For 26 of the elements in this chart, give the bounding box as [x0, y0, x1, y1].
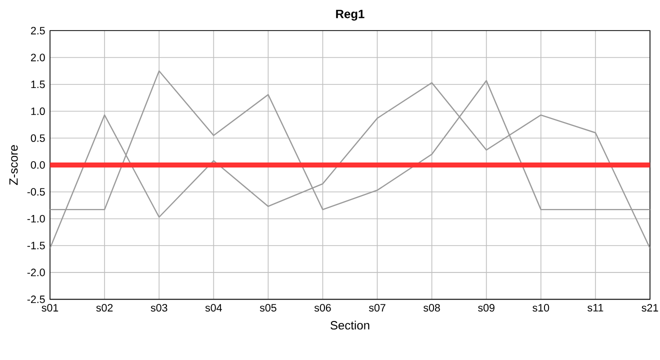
x-tick-label: s21: [642, 304, 658, 312]
y-tick-label: 1.5: [31, 80, 45, 88]
y-tick-label: 1.0: [31, 107, 45, 116]
x-axis-title: Section: [330, 320, 370, 330]
x-tick-label: s01: [42, 304, 58, 312]
x-tick-label: s08: [424, 304, 440, 312]
y-tick-label: -0.5: [27, 188, 45, 196]
y-axis-title: Z-score: [9, 145, 18, 185]
y-tick-label: -2.5: [27, 296, 45, 304]
y-tick-label: -1.5: [27, 242, 45, 250]
y-tick-label: -2.0: [27, 268, 45, 276]
x-tick-label: s09: [478, 304, 494, 312]
chart-title: Reg1: [336, 10, 364, 21]
x-tick-label: s02: [96, 304, 113, 312]
x-tick-label: s05: [260, 304, 276, 312]
y-tick-label: 0.5: [30, 134, 45, 142]
y-tick-label: -1.0: [27, 214, 45, 222]
x-tick-label: s10: [532, 304, 550, 312]
x-tick-label: s03: [150, 304, 168, 312]
y-tick-label: 2.5: [31, 26, 45, 34]
x-tick-label: s07: [368, 304, 386, 312]
x-tick-label: s06: [314, 304, 331, 312]
y-tick-label: 2.0: [31, 54, 45, 62]
x-tick-label: s11: [588, 304, 604, 312]
x-tick-label: s04: [205, 304, 222, 312]
y-tick-label: 0.0: [30, 161, 45, 169]
